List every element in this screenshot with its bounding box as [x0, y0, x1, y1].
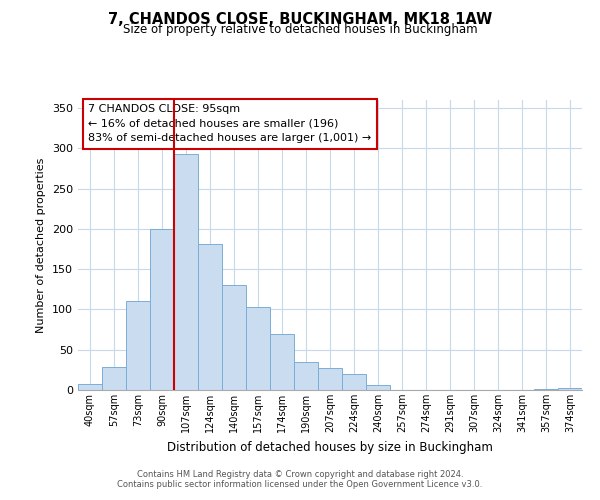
Bar	[174, 154, 198, 390]
Text: Contains HM Land Registry data © Crown copyright and database right 2024.: Contains HM Land Registry data © Crown c…	[137, 470, 463, 479]
Bar	[318, 368, 342, 390]
Bar	[198, 244, 222, 390]
Bar	[342, 374, 366, 390]
Text: Size of property relative to detached houses in Buckingham: Size of property relative to detached ho…	[122, 22, 478, 36]
Bar	[150, 229, 174, 390]
Bar	[126, 300, 150, 390]
Text: 7 CHANDOS CLOSE: 95sqm
← 16% of detached houses are smaller (196)
83% of semi-de: 7 CHANDOS CLOSE: 95sqm ← 16% of detached…	[88, 104, 371, 143]
Bar	[534, 389, 558, 390]
Text: 7, CHANDOS CLOSE, BUCKINGHAM, MK18 1AW: 7, CHANDOS CLOSE, BUCKINGHAM, MK18 1AW	[108, 12, 492, 28]
Text: Contains public sector information licensed under the Open Government Licence v3: Contains public sector information licen…	[118, 480, 482, 489]
Bar	[246, 307, 270, 390]
Bar	[558, 388, 582, 390]
Y-axis label: Number of detached properties: Number of detached properties	[37, 158, 46, 332]
Bar	[294, 362, 318, 390]
Bar	[102, 366, 126, 390]
Bar	[222, 286, 246, 390]
Bar	[270, 334, 294, 390]
Bar	[78, 384, 102, 390]
Bar	[366, 385, 390, 390]
X-axis label: Distribution of detached houses by size in Buckingham: Distribution of detached houses by size …	[167, 440, 493, 454]
